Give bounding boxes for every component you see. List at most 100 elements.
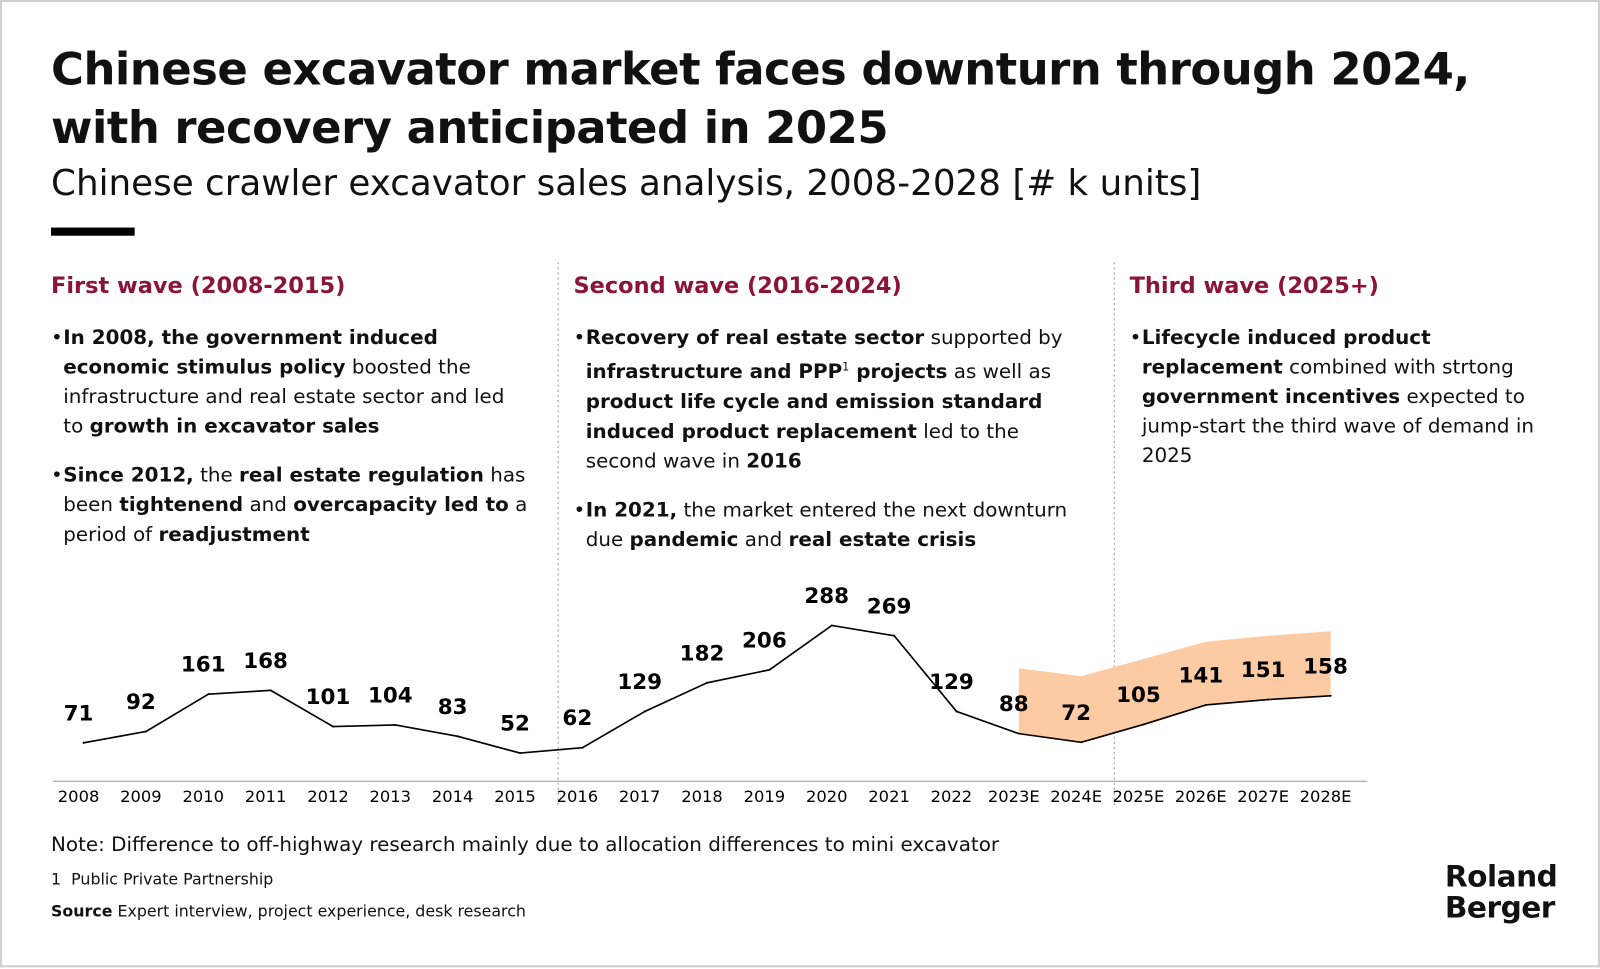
text-run: Recovery of real estate sector bbox=[585, 325, 925, 349]
x-tick-label: 2017 bbox=[619, 787, 661, 806]
value-label: 151 bbox=[1241, 658, 1286, 683]
x-tick-label: 2011 bbox=[245, 787, 287, 806]
source-label: Source bbox=[51, 902, 113, 921]
text-run: expected to jump-start the third wave of… bbox=[1141, 384, 1535, 468]
text-run: combined with strtong bbox=[1282, 355, 1514, 379]
value-label: 141 bbox=[1178, 664, 1223, 689]
value-label: 269 bbox=[867, 594, 912, 619]
point bbox=[1204, 703, 1207, 706]
value-label: 105 bbox=[1116, 683, 1161, 708]
text-run: supported by bbox=[924, 325, 1063, 349]
logo-line: Roland bbox=[1444, 859, 1558, 894]
point bbox=[581, 746, 584, 749]
x-tick-label: 2008 bbox=[58, 787, 100, 806]
footnote-text: Public Private Partnership bbox=[71, 870, 274, 889]
x-tick-label: 2028E bbox=[1300, 787, 1352, 806]
point bbox=[82, 741, 85, 744]
x-tick-label: 2024E bbox=[1050, 787, 1102, 806]
text-run: and bbox=[738, 527, 789, 551]
text-run: the market entered the next downturn due bbox=[585, 497, 1068, 551]
text-run: Since 2012, bbox=[63, 463, 194, 487]
value-label: 62 bbox=[562, 706, 592, 731]
wave-text: Recovery of real estate sector supported… bbox=[573, 322, 1073, 573]
text-run: boosted the infrastructure and real esta… bbox=[63, 355, 505, 438]
text-run: In 2021, bbox=[585, 497, 678, 521]
x-tick-label: 2022 bbox=[931, 787, 973, 806]
text-run: Lifecycle induced product replacement bbox=[1141, 325, 1431, 379]
value-label: 72 bbox=[1061, 701, 1091, 726]
point bbox=[893, 634, 896, 637]
x-tick-label: 2018 bbox=[681, 787, 723, 806]
point bbox=[955, 710, 958, 713]
text-run: as well as bbox=[947, 359, 1052, 384]
text-run: tightenend bbox=[119, 492, 244, 517]
text-run: overcapacity led to bbox=[293, 492, 509, 517]
text-run: a period of bbox=[63, 492, 528, 546]
point bbox=[1267, 698, 1270, 701]
value-label: 101 bbox=[306, 685, 351, 710]
value-label: 129 bbox=[929, 670, 974, 695]
value-label: 168 bbox=[243, 649, 288, 674]
accent-bar bbox=[51, 227, 135, 236]
bullet: Since 2012, the real estate regulation h… bbox=[51, 460, 531, 549]
x-tick-label: 2023E bbox=[988, 787, 1040, 806]
x-tick-label: 2016 bbox=[557, 787, 599, 806]
title: Chinese excavator market faces downturn … bbox=[51, 43, 1470, 155]
point bbox=[1017, 732, 1020, 735]
wave-heading: Third wave (2025+) bbox=[1129, 273, 1379, 299]
value-label: 71 bbox=[64, 701, 94, 726]
point bbox=[643, 710, 646, 713]
text-run: the bbox=[193, 463, 240, 487]
point bbox=[1142, 723, 1145, 726]
value-label: 104 bbox=[368, 684, 413, 709]
x-tick-label: 2020 bbox=[806, 787, 848, 806]
x-tick-label: 2025E bbox=[1113, 787, 1165, 806]
x-tick-label: 2026E bbox=[1175, 787, 1227, 806]
value-label: 52 bbox=[500, 712, 530, 737]
source-text: Expert interview, project experience, de… bbox=[117, 902, 526, 921]
note: Note: Difference to off-highway research… bbox=[51, 832, 1000, 857]
point bbox=[1329, 694, 1332, 697]
x-tick-label: 2010 bbox=[183, 787, 225, 806]
point bbox=[332, 725, 335, 728]
footnote-number: 1 bbox=[51, 870, 62, 889]
point bbox=[519, 752, 522, 755]
text-run: In 2008, the government induced economic… bbox=[63, 325, 438, 379]
text-run: readjustment bbox=[158, 522, 310, 546]
point bbox=[269, 689, 272, 692]
x-tick-label: 2015 bbox=[494, 787, 536, 806]
value-label: 161 bbox=[181, 653, 226, 678]
bullet: In 2008, the government induced economic… bbox=[51, 322, 531, 440]
text-run: government incentives bbox=[1141, 384, 1401, 409]
bullet: Recovery of real estate sector supported… bbox=[573, 322, 1073, 475]
point bbox=[394, 723, 397, 726]
text-run: real estate crisis bbox=[788, 527, 977, 551]
forecast-band bbox=[1018, 631, 1331, 743]
footnote: 1 Public Private Partnership bbox=[51, 870, 273, 888]
value-label: 288 bbox=[804, 584, 849, 609]
x-tick-label: 2014 bbox=[432, 787, 474, 806]
point bbox=[456, 735, 459, 738]
x-tick-label: 2012 bbox=[307, 787, 349, 806]
logo-line: Berger bbox=[1444, 889, 1556, 925]
x-tick-label: 2027E bbox=[1237, 787, 1289, 806]
point bbox=[706, 681, 709, 684]
text-run: growth in excavator sales bbox=[89, 414, 380, 438]
point bbox=[1080, 741, 1083, 744]
bullet: In 2021, the market entered the next dow… bbox=[573, 494, 1073, 553]
text-run: pandemic bbox=[629, 527, 739, 551]
value-label: 158 bbox=[1303, 654, 1348, 679]
text-run: and bbox=[243, 492, 294, 517]
text-run: projects bbox=[849, 359, 948, 384]
wave-text: Lifecycle induced product replacement co… bbox=[1130, 322, 1548, 489]
subtitle: Chinese crawler excavator sales analysis… bbox=[51, 163, 1202, 205]
value-label: 92 bbox=[126, 690, 156, 715]
wave-heading: Second wave (2016-2024) bbox=[573, 273, 902, 299]
value-label: 129 bbox=[617, 670, 662, 695]
bullet: Lifecycle induced product replacement co… bbox=[1130, 322, 1548, 470]
value-label: 83 bbox=[438, 695, 468, 720]
point bbox=[144, 730, 148, 733]
point bbox=[768, 668, 771, 671]
